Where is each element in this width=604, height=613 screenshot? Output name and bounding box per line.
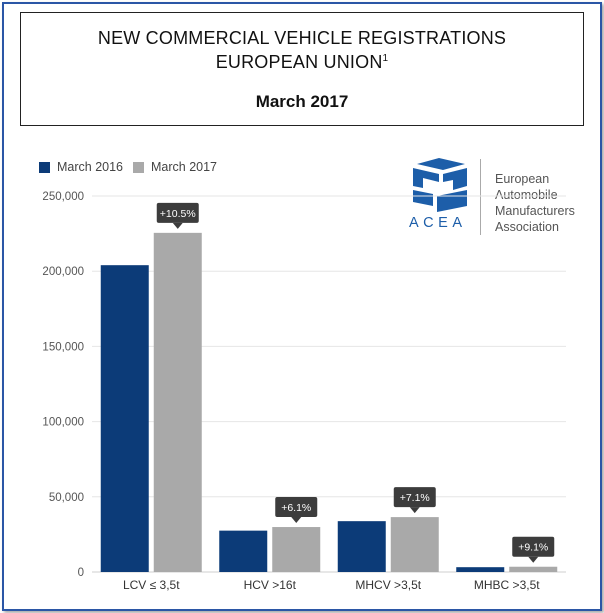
- annotation-pointer: [528, 556, 539, 563]
- acea-name-line: European: [495, 172, 550, 186]
- legend-swatch-2016: [39, 161, 50, 173]
- chart-date: March 2017: [255, 92, 349, 111]
- legend-item-2016: March 2016: [39, 160, 123, 174]
- x-tick-label: LCV ≤ 3,5t: [123, 578, 180, 592]
- y-tick-label: 100,000: [42, 417, 84, 429]
- annotation-label: +10.5%: [160, 208, 196, 220]
- bar-2017: [390, 517, 439, 572]
- acea-name-line: Manufacturers: [495, 204, 575, 218]
- bar-2016: [219, 530, 268, 572]
- title-box: NEW COMMERCIAL VEHICLE REGISTRATIONS EUR…: [20, 12, 584, 126]
- legend-label-2017: March 2017: [151, 160, 218, 174]
- annotation-pointer: [172, 222, 183, 229]
- chart-subtitle-text: EUROPEAN UNION: [215, 52, 383, 72]
- x-tick-label: HCV >16t: [244, 578, 297, 592]
- legend-item-2017: March 2017: [133, 160, 217, 174]
- annotation-pointer: [409, 507, 420, 514]
- acea-name-line: Association: [495, 220, 559, 234]
- logo-divider: [480, 159, 481, 235]
- annotation-callout: [393, 487, 436, 508]
- y-tick-label: 50,000: [49, 492, 84, 504]
- chart-subtitle: EUROPEAN UNION1: [21, 52, 583, 73]
- acea-full-name: European Automobile Manufacturers Associ…: [495, 171, 575, 235]
- y-tick-label: 0: [78, 567, 84, 579]
- bar-2016: [337, 521, 386, 572]
- bar-2017: [153, 232, 202, 572]
- x-tick-label: MHCV >3,5t: [355, 578, 421, 592]
- annotation-label: +7.1%: [400, 492, 430, 504]
- acea-acronym: ACEA: [409, 215, 467, 231]
- legend-swatch-2017: [133, 161, 144, 173]
- annotation-callout: [512, 536, 555, 557]
- acea-name-line: Automobile: [495, 188, 558, 202]
- x-tick-label: MHBC >3,5t: [474, 578, 540, 592]
- legend-label-2016: March 2016: [57, 160, 124, 174]
- bar-2017: [272, 527, 321, 572]
- footnote-mark: 1: [382, 53, 389, 64]
- y-tick-label: 250,000: [42, 191, 84, 203]
- y-tick-label: 150,000: [42, 341, 84, 353]
- acea-logo: ACEA European Automobile Manufacturers A…: [404, 155, 594, 237]
- y-tick-label: 200,000: [42, 266, 84, 278]
- annotation-label: +9.1%: [518, 542, 548, 554]
- chart-title: NEW COMMERCIAL VEHICLE REGISTRATIONS: [97, 28, 507, 48]
- bar-2016: [456, 567, 505, 572]
- bar-2016: [100, 265, 149, 572]
- annotation-callout: [156, 202, 199, 223]
- bar-2017: [509, 566, 558, 572]
- annotation-pointer: [291, 517, 302, 524]
- annotation-label: +6.1%: [281, 502, 311, 514]
- annotation-callout: [275, 497, 318, 518]
